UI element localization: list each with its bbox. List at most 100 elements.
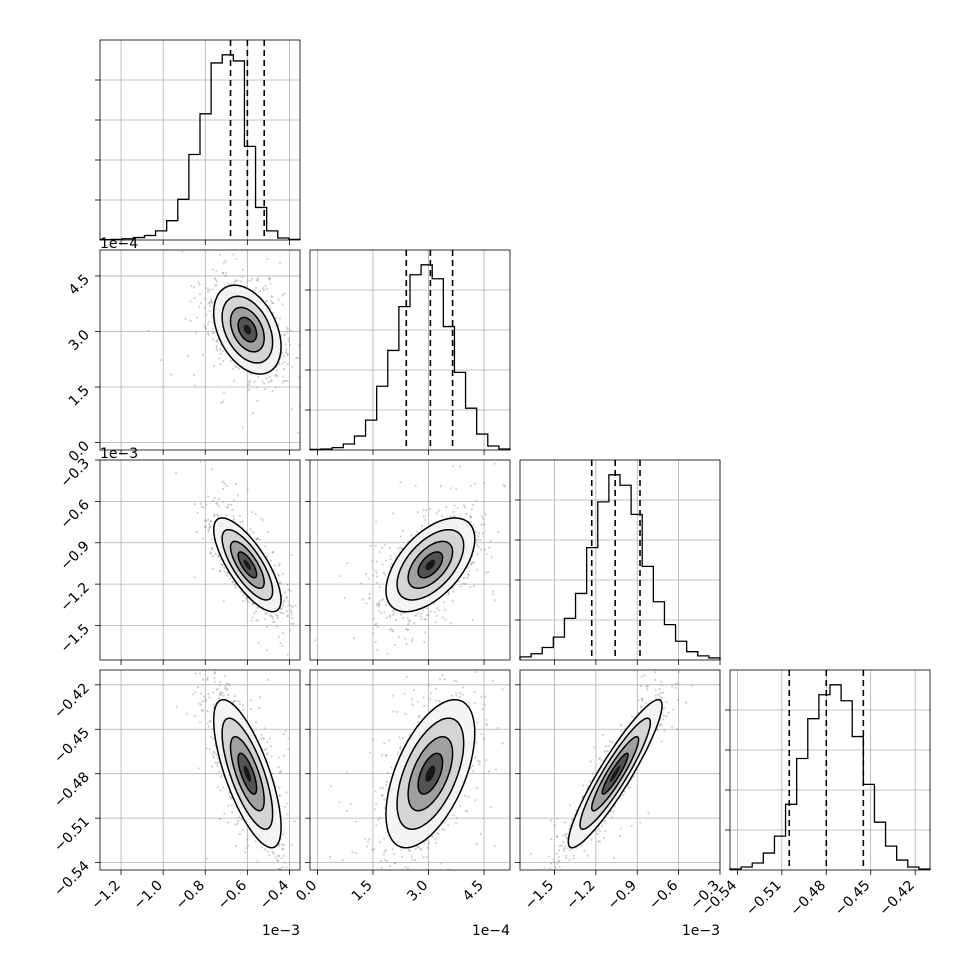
offset-label: 1e−3: [262, 923, 300, 939]
sample-point: [207, 333, 210, 336]
sample-point: [290, 843, 293, 846]
sample-point: [404, 712, 407, 715]
sample-point: [211, 332, 214, 335]
sample-point: [189, 300, 192, 303]
sample-point: [298, 344, 300, 347]
sample-point: [232, 253, 235, 256]
sample-point: [377, 609, 380, 612]
sample-point: [227, 282, 230, 285]
sample-point: [303, 845, 305, 847]
sample-point: [237, 819, 240, 822]
sample-point: [490, 555, 493, 558]
sample-point: [365, 602, 368, 605]
sample-point: [371, 632, 375, 635]
axes-frame: [309, 459, 511, 661]
sample-point: [313, 651, 315, 653]
sample-point: [201, 678, 205, 681]
sample-point: [242, 593, 245, 596]
sample-point: [198, 305, 201, 308]
sample-point: [275, 625, 279, 628]
sample-point: [253, 380, 256, 383]
sample-point: [481, 517, 485, 520]
sample-point: [232, 499, 235, 502]
contour-line: [396, 528, 465, 601]
sample-point: [281, 848, 284, 851]
sample-point: [271, 871, 273, 873]
sample-point: [202, 506, 205, 509]
sample-point: [201, 537, 204, 540]
sample-point: [231, 580, 234, 584]
sample-point: [210, 546, 214, 550]
sample-point: [400, 613, 403, 616]
density-level: [243, 765, 252, 782]
sample-point: [399, 545, 402, 549]
sample-point: [246, 488, 249, 491]
sample-point: [435, 614, 439, 618]
sample-point: [203, 519, 206, 522]
sample-point: [420, 618, 423, 621]
sample-point: [206, 332, 209, 335]
sample-point: [384, 603, 388, 606]
sample-point: [245, 596, 248, 599]
sample-point: [377, 603, 380, 606]
sample-point: [185, 712, 188, 715]
sample-point: [270, 755, 273, 758]
sample-point: [277, 845, 280, 848]
sample-point: [237, 279, 240, 282]
sample-point: [239, 654, 241, 656]
sample-point: [355, 880, 357, 882]
sample-point: [184, 317, 187, 320]
sample-point: [282, 612, 285, 615]
sample-point: [268, 737, 272, 740]
sample-point: [376, 625, 379, 628]
sample-point: [485, 724, 488, 727]
sample-point: [378, 586, 381, 589]
histogram-step: [519, 474, 721, 660]
sample-point: [204, 525, 207, 528]
sample-point: [210, 467, 214, 471]
sample-point: [422, 508, 425, 512]
y-tick-label: −1.2: [57, 580, 92, 615]
sample-point: [449, 515, 452, 518]
sample-point: [214, 284, 217, 287]
sample-point: [231, 367, 234, 370]
sample-point: [232, 518, 236, 521]
sample-point: [198, 283, 201, 286]
sample-point: [496, 726, 500, 730]
sample-point: [436, 607, 439, 610]
sample-point: [265, 287, 269, 291]
sample-point: [219, 775, 223, 778]
sample-point: [390, 661, 392, 663]
sample-point: [455, 487, 458, 491]
sample-point: [277, 756, 280, 759]
sample-point: [206, 678, 209, 681]
sample-point: [383, 611, 386, 614]
sample-point: [268, 276, 271, 280]
sample-point: [271, 617, 275, 620]
sample-point: [364, 837, 367, 841]
sample-point: [304, 599, 306, 601]
sample-point: [229, 359, 232, 362]
sample-point: [287, 604, 290, 607]
sample-point: [287, 337, 290, 340]
sample-point: [201, 709, 204, 712]
sample-point: [485, 571, 488, 574]
sample-point: [288, 343, 292, 346]
sample-point: [298, 913, 300, 915]
sample-point: [237, 367, 240, 370]
sample-point: [286, 352, 289, 355]
sample-point: [234, 585, 237, 588]
sample-point: [277, 564, 280, 567]
sample-point: [215, 688, 218, 691]
sample-point: [422, 855, 425, 859]
sample-point: [493, 599, 496, 602]
sample-point: [282, 833, 285, 836]
sample-point: [278, 786, 281, 789]
sample-point: [423, 841, 426, 844]
sample-point: [296, 882, 298, 884]
sample-point: [220, 563, 223, 566]
sample-point: [206, 709, 209, 713]
sample-point: [469, 516, 472, 519]
sample-point: [271, 550, 275, 554]
sample-point: [477, 545, 480, 549]
